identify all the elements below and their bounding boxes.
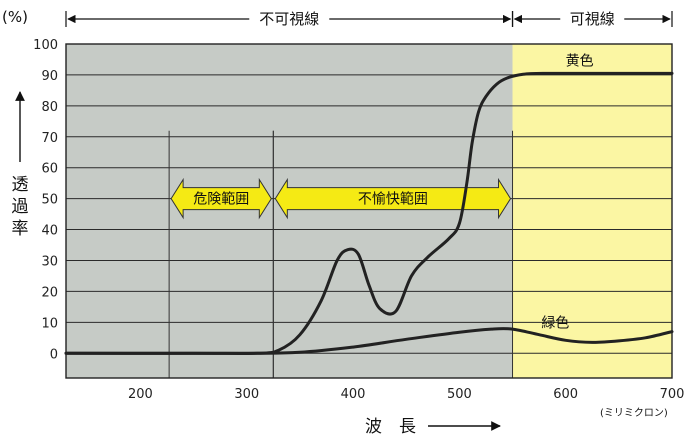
range-arrow-0 <box>170 177 272 220</box>
region-label: 可視線 <box>570 10 615 28</box>
y-tick-label: 30 <box>41 254 58 269</box>
x-unit-label: (ミリミクロン) <box>600 407 668 419</box>
y-tick-label: 90 <box>41 69 58 84</box>
background-regions <box>66 44 672 378</box>
y-tick-label: 100 <box>33 38 58 53</box>
y-tick-label: 40 <box>41 224 58 239</box>
x-tick-label: 300 <box>234 387 259 402</box>
y-tick-label: 10 <box>41 316 58 331</box>
series-label: 緑色 <box>541 314 569 331</box>
x-tick-label: 700 <box>660 387 684 402</box>
range-label: 不愉快範囲 <box>358 191 428 208</box>
x-tick-label: 500 <box>447 387 472 402</box>
axes: 0 10 20 30 40 50 60 70 80 90 100 200 300 400 500 600 700 <box>33 38 684 402</box>
series-label: 黄色 <box>566 52 594 69</box>
x-axis-label: 波 長 <box>365 417 416 437</box>
y-axis-label: 透過率 <box>12 175 29 239</box>
y-tick-label: 0 <box>50 347 58 362</box>
y-unit-label: (%) <box>2 8 28 26</box>
plot-frame <box>65 43 673 379</box>
series-line-1 <box>64 327 674 355</box>
y-tick-label: 80 <box>41 100 58 115</box>
y-tick-label: 20 <box>41 285 58 300</box>
y-tick-label: 60 <box>41 162 58 177</box>
range-arrow-1 <box>274 177 512 220</box>
region-bg-0 <box>66 44 513 378</box>
range-label: 危険範囲 <box>193 191 249 208</box>
x-tick-label: 600 <box>553 387 578 402</box>
x-tick-label: 200 <box>128 387 153 402</box>
y-tick-label: 50 <box>41 193 58 208</box>
y-tick-label: 70 <box>41 131 58 146</box>
region-bg-1 <box>512 44 672 378</box>
series-line-0 <box>64 71 674 356</box>
region-header: 不可視線 可視線 <box>65 10 673 28</box>
region-label: 不可視線 <box>259 10 319 28</box>
range-indicators: 危険範囲 不愉快範囲 <box>168 130 514 378</box>
x-tick-label: 400 <box>341 387 366 402</box>
